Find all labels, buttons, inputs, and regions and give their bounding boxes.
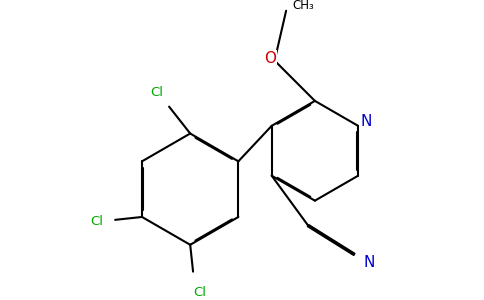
Text: N: N [364,254,375,269]
Text: CH₃: CH₃ [292,0,314,12]
Text: Cl: Cl [91,215,104,228]
Text: Cl: Cl [193,286,206,299]
Text: O: O [264,51,276,66]
Text: Cl: Cl [150,86,163,99]
Text: N: N [360,113,371,128]
